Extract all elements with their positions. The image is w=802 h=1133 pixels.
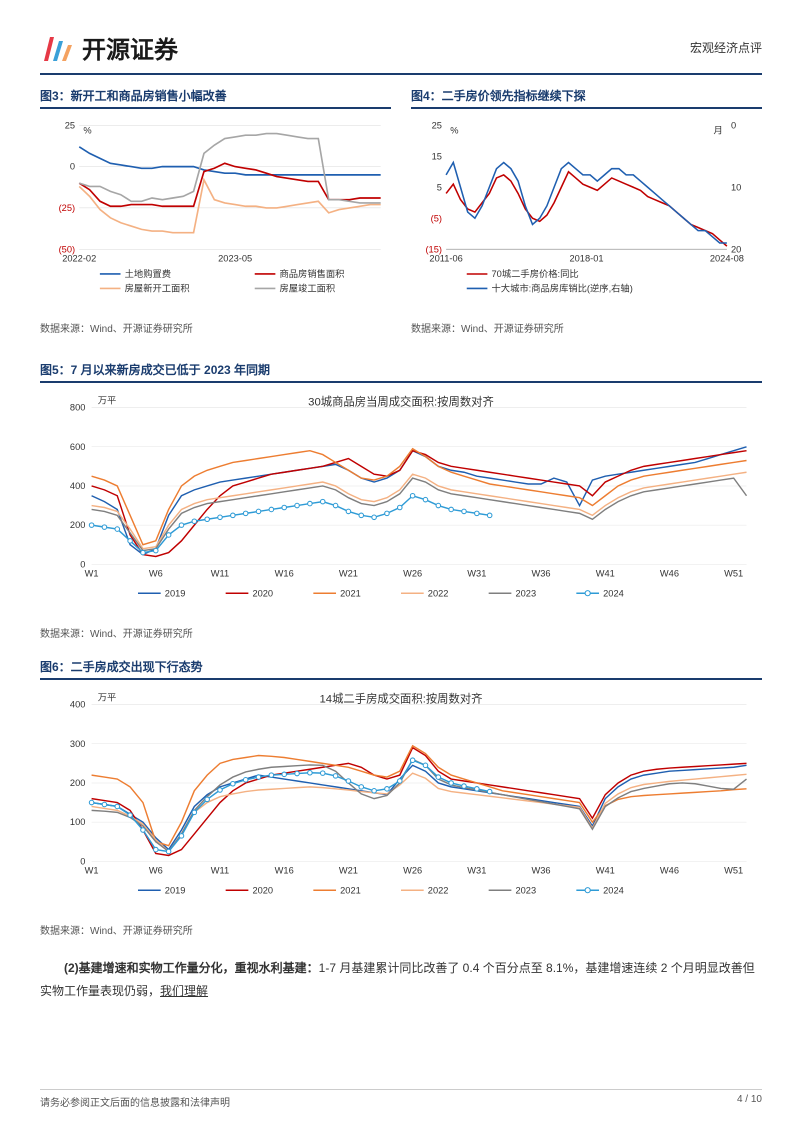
svg-text:25: 25 — [432, 120, 442, 130]
svg-text:2023: 2023 — [515, 588, 536, 598]
svg-text:W46: W46 — [660, 569, 679, 579]
chart3-source: 数据来源：Wind、开源证券研究所 — [40, 320, 391, 335]
para1-underline: 我们理解 — [160, 984, 208, 998]
chart5-canvas: 0200400600800万平30城商品房当周成交面积:按周数对齐W1W6W11… — [40, 389, 762, 616]
svg-text:2024: 2024 — [603, 885, 624, 895]
svg-text:2021: 2021 — [340, 885, 361, 895]
svg-text:房屋竣工面积: 房屋竣工面积 — [280, 283, 336, 294]
body-paragraph-1: (2)基建增速和实物工作量分化，重视水利基建：1-7 月基建累计同比改善了 0.… — [40, 957, 762, 1003]
svg-text:2024: 2024 — [603, 588, 624, 598]
svg-text:2022-02: 2022-02 — [62, 254, 96, 264]
svg-text:W6: W6 — [149, 866, 163, 876]
svg-text:W46: W46 — [660, 866, 679, 876]
chart4-source: 数据来源：Wind、开源证券研究所 — [411, 320, 762, 335]
svg-text:万平: 万平 — [98, 692, 117, 702]
svg-text:5: 5 — [437, 182, 442, 192]
svg-text:70城二手房价格:同比: 70城二手房价格:同比 — [492, 268, 579, 279]
svg-text:2019: 2019 — [165, 885, 186, 895]
svg-text:2023: 2023 — [515, 885, 536, 895]
svg-text:W6: W6 — [149, 569, 163, 579]
chart3-canvas: (50)(25)025%2022-022023-05土地购置费商品房销售面积房屋… — [40, 115, 391, 311]
svg-text:(5): (5) — [431, 213, 442, 223]
svg-text:月: 月 — [713, 126, 722, 136]
svg-text:商品房销售面积: 商品房销售面积 — [280, 268, 345, 279]
page-footer: 请务必参阅正文后面的信息披露和法律声明 4 / 10 — [40, 1089, 762, 1109]
svg-text:15: 15 — [432, 151, 442, 161]
chart4-title: 图4：二手房价领先指标继续下探 — [411, 87, 762, 109]
svg-text:2024-08: 2024-08 — [710, 254, 744, 264]
svg-text:2021: 2021 — [340, 588, 361, 598]
svg-text:(25): (25) — [59, 203, 76, 213]
footer-page: 4 / 10 — [737, 1094, 762, 1109]
svg-text:W31: W31 — [467, 866, 486, 876]
chart6-block: 图6：二手房成交出现下行态势 0100200300400万平14城二手房成交面积… — [40, 658, 762, 937]
company-logo: 开源证券 — [40, 30, 178, 65]
svg-text:%: % — [83, 126, 91, 136]
para1-bold: (2)基建增速和实物工作量分化，重视水利基建： — [64, 961, 319, 975]
svg-text:2011-06: 2011-06 — [429, 254, 462, 264]
chart3-title: 图3：新开工和商品房销售小幅改善 — [40, 87, 391, 109]
svg-text:10: 10 — [731, 182, 741, 192]
chart6-canvas: 0100200300400万平14城二手房成交面积:按周数对齐W1W6W11W1… — [40, 686, 762, 913]
svg-text:W11: W11 — [211, 569, 229, 579]
svg-text:2020: 2020 — [252, 588, 273, 598]
svg-text:400: 400 — [70, 700, 85, 710]
svg-text:W16: W16 — [275, 569, 294, 579]
svg-text:W36: W36 — [532, 569, 551, 579]
svg-text:2018-01: 2018-01 — [569, 254, 603, 264]
svg-text:W31: W31 — [467, 569, 486, 579]
svg-text:300: 300 — [70, 739, 85, 749]
logo-icon — [40, 31, 74, 65]
svg-text:400: 400 — [70, 481, 85, 491]
chart6-title: 图6：二手房成交出现下行态势 — [40, 658, 762, 680]
svg-text:800: 800 — [70, 403, 85, 413]
svg-text:2020: 2020 — [252, 885, 273, 895]
chart4-canvas: (15)(5)5152520100%月2011-062018-012024-08… — [411, 115, 762, 311]
svg-text:200: 200 — [70, 520, 85, 530]
chart4-block: 图4：二手房价领先指标继续下探 (15)(5)5152520100%月2011-… — [411, 87, 762, 353]
svg-text:十大城市:商品房库销比(逆序,右轴): 十大城市:商品房库销比(逆序,右轴) — [492, 283, 633, 294]
svg-text:W21: W21 — [339, 866, 358, 876]
doc-category: 宏观经济点评 — [690, 39, 762, 56]
svg-text:房屋新开工面积: 房屋新开工面积 — [125, 283, 190, 294]
chart3-block: 图3：新开工和商品房销售小幅改善 (50)(25)025%2022-022023… — [40, 87, 391, 353]
svg-text:200: 200 — [70, 778, 85, 788]
svg-text:30城商品房当周成交面积:按周数对齐: 30城商品房当周成交面积:按周数对齐 — [308, 395, 494, 409]
svg-text:W41: W41 — [596, 866, 615, 876]
svg-text:0: 0 — [731, 120, 736, 130]
svg-text:2019: 2019 — [165, 588, 186, 598]
svg-text:W51: W51 — [724, 569, 743, 579]
svg-text:14城二手房成交面积:按周数对齐: 14城二手房成交面积:按周数对齐 — [319, 692, 482, 706]
svg-text:100: 100 — [70, 817, 85, 827]
footer-disclaimer: 请务必参阅正文后面的信息披露和法律声明 — [40, 1094, 230, 1109]
svg-text:2023-05: 2023-05 — [218, 254, 252, 264]
svg-text:W1: W1 — [85, 569, 99, 579]
chart5-block: 图5：7 月以来新房成交已低于 2023 年同期 0200400600800万平… — [40, 361, 762, 640]
svg-text:2022: 2022 — [428, 885, 449, 895]
svg-text:600: 600 — [70, 442, 85, 452]
page-header: 开源证券 宏观经济点评 — [40, 30, 762, 75]
svg-text:W1: W1 — [85, 866, 99, 876]
svg-text:W26: W26 — [403, 866, 422, 876]
chart5-title: 图5：7 月以来新房成交已低于 2023 年同期 — [40, 361, 762, 383]
chart6-source: 数据来源：Wind、开源证券研究所 — [40, 922, 762, 937]
svg-text:W21: W21 — [339, 569, 358, 579]
charts-row-1: 图3：新开工和商品房销售小幅改善 (50)(25)025%2022-022023… — [40, 87, 762, 353]
chart5-source: 数据来源：Wind、开源证券研究所 — [40, 625, 762, 640]
svg-text:W36: W36 — [532, 866, 551, 876]
svg-text:2022: 2022 — [428, 588, 449, 598]
svg-text:0: 0 — [70, 162, 75, 172]
svg-text:W11: W11 — [211, 866, 229, 876]
svg-text:W41: W41 — [596, 569, 615, 579]
svg-text:W26: W26 — [403, 569, 422, 579]
svg-text:W51: W51 — [724, 866, 743, 876]
company-name: 开源证券 — [82, 30, 178, 65]
svg-text:W16: W16 — [275, 866, 294, 876]
svg-text:万平: 万平 — [98, 396, 117, 406]
svg-text:25: 25 — [65, 120, 75, 130]
svg-text:%: % — [450, 126, 458, 136]
svg-text:土地购置费: 土地购置费 — [125, 268, 171, 279]
